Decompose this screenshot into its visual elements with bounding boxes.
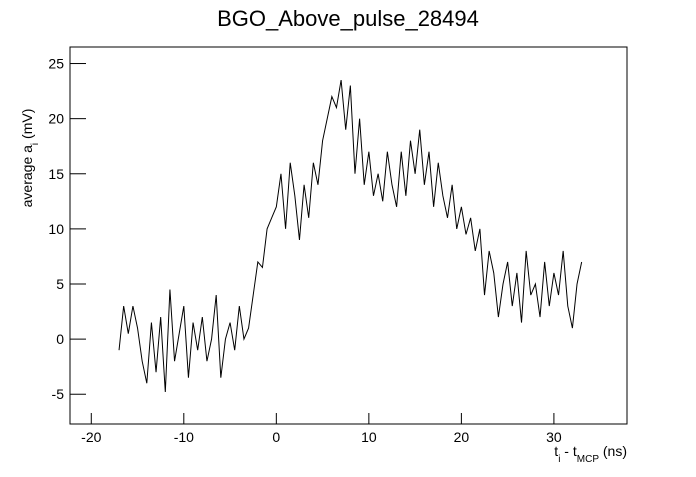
x-tick-label: 30 — [546, 429, 562, 445]
label-part: - t — [560, 443, 576, 459]
x-tick-label: 0 — [272, 429, 280, 445]
y-tick-label: 25 — [48, 56, 64, 72]
label-part: (mV) — [19, 109, 35, 143]
chart-title: BGO_Above_pulse_28494 — [217, 6, 479, 31]
label-part: i — [558, 454, 560, 465]
label-part: average a — [19, 145, 35, 207]
label-part: t — [554, 443, 558, 459]
y-tick-label: 0 — [56, 331, 64, 347]
x-tick-label: 10 — [361, 429, 377, 445]
x-tick-label: -10 — [174, 429, 194, 445]
label-part: MCP — [577, 454, 600, 465]
plot-frame — [69, 46, 628, 425]
y-tick-label: 15 — [48, 166, 64, 182]
y-axis-label: average ai (mV) — [19, 109, 41, 208]
label-part: i — [30, 143, 41, 145]
y-tick-label: 10 — [48, 221, 64, 237]
x-tick-label: -20 — [81, 429, 101, 445]
y-tick-label: -5 — [52, 386, 65, 402]
label-part: (ns) — [599, 443, 627, 459]
x-axis-label: ti - tMCP (ns) — [554, 443, 627, 465]
y-tick-label: 5 — [56, 276, 64, 292]
data-line — [118, 79, 583, 393]
x-tick-label: 20 — [454, 429, 470, 445]
y-tick-label: 20 — [48, 111, 64, 127]
